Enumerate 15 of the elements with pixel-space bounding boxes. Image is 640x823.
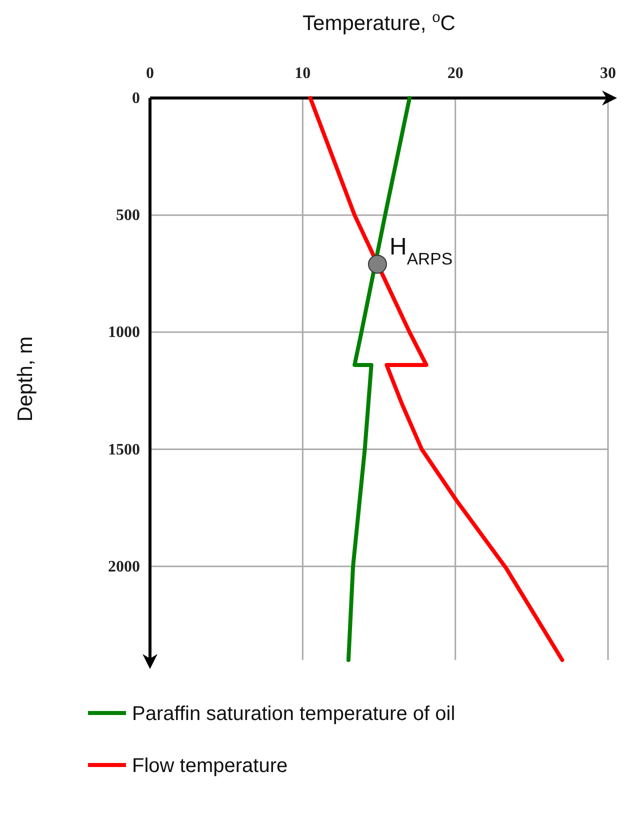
y-axis-title: Depth, m (14, 336, 37, 422)
x-tick-label: 0 (146, 65, 154, 82)
x-axis-title: Temperature, $^{o}$C (302, 10, 456, 35)
x-tick-label: 10 (294, 65, 311, 82)
legend-label: Paraffin saturation temperature of oil (132, 703, 456, 725)
legend-label: Flow temperature (132, 755, 288, 777)
line-series (308, 96, 564, 662)
y-tick-label: 1500 (108, 441, 140, 458)
x-tick-label: 30 (600, 65, 616, 82)
annotation: H$_{ARPS}$ (389, 233, 453, 268)
y-tick-label: 1000 (108, 324, 140, 342)
y-tick-label: 0 (132, 90, 140, 107)
y-tick-label: 500 (116, 207, 140, 224)
x-tick-label: 20 (447, 65, 464, 82)
y-tick-label: 2000 (108, 558, 140, 576)
